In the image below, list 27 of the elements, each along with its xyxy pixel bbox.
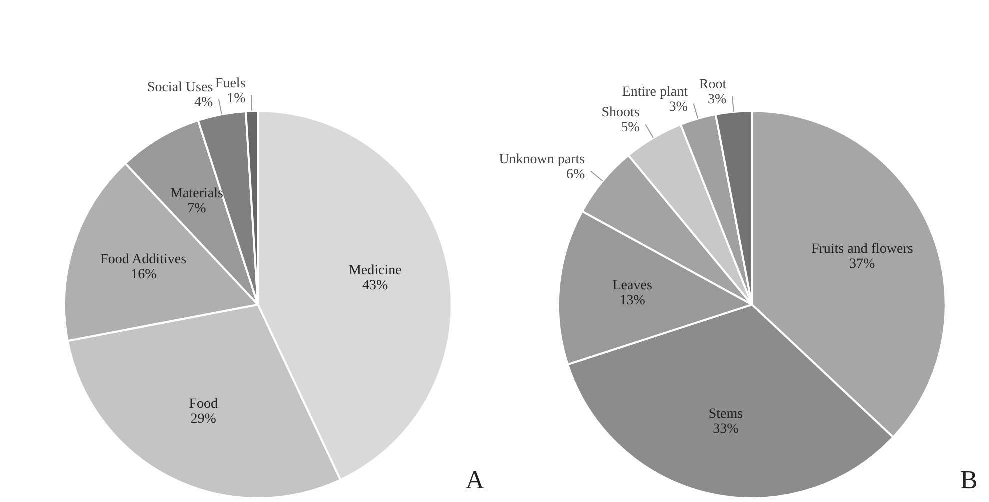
data-label: 29% xyxy=(190,412,217,427)
data-label: 6% xyxy=(566,167,586,182)
text: B xyxy=(960,466,978,495)
data-label: 1% xyxy=(227,92,246,107)
data-label: 4% xyxy=(194,95,214,110)
slice-label: Fuels xyxy=(215,76,246,92)
data-label: 7% xyxy=(188,201,207,216)
text: A xyxy=(466,466,485,495)
slice-label: Shoots xyxy=(602,106,640,121)
slice-label: Stems xyxy=(708,407,744,422)
slice-label: Leaves xyxy=(612,278,652,294)
data-label: 3% xyxy=(669,100,688,115)
slice-label: Entire plant xyxy=(622,84,688,100)
data-label: 33% xyxy=(713,422,740,438)
slice-label: Medicine xyxy=(348,264,402,279)
data-label: 13% xyxy=(620,293,646,308)
data-label: 43% xyxy=(362,278,389,294)
slice-label: Fruits and flowers xyxy=(811,242,914,258)
slice-label: Root xyxy=(699,78,727,93)
slice-label: Social Uses xyxy=(147,80,214,96)
data-label: 3% xyxy=(708,92,727,108)
slice-label: Food Additives xyxy=(100,252,187,268)
data-label: 5% xyxy=(621,120,640,136)
data-label: 37% xyxy=(850,257,876,272)
slice-label: Food xyxy=(189,396,218,412)
data-label: 16% xyxy=(131,268,158,283)
slice-label: Unknown parts xyxy=(499,152,586,168)
